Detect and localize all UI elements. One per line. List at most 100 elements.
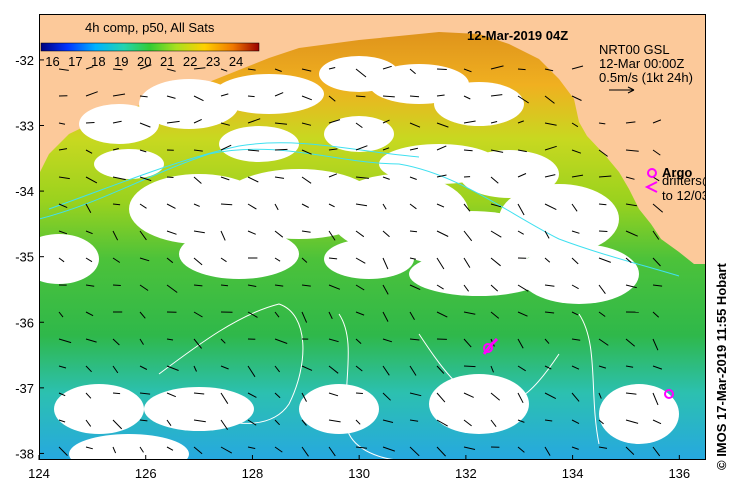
current-arrow xyxy=(139,419,148,422)
current-arrow xyxy=(463,257,471,268)
current-arrow xyxy=(274,176,285,179)
current-arrow xyxy=(436,174,447,178)
current-arrow xyxy=(139,230,147,241)
current-arrow xyxy=(193,311,203,318)
current-arrow xyxy=(517,203,525,216)
current-arrow xyxy=(139,64,152,70)
current-arrow xyxy=(409,122,421,128)
current-arrow xyxy=(193,95,204,102)
current-arrow xyxy=(544,145,557,151)
x-tick-label: 126 xyxy=(135,466,157,481)
current-arrow xyxy=(490,176,499,184)
current-arrow xyxy=(625,338,636,347)
colorbar-tick-24: 24 xyxy=(229,54,243,69)
current-arrow xyxy=(598,122,606,125)
drifter-legend-label-2: to 12/03-12Z xyxy=(662,188,706,203)
current-arrow xyxy=(85,149,93,154)
current-arrow xyxy=(166,176,174,178)
current-arrow xyxy=(571,446,579,450)
current-arrow xyxy=(625,365,634,368)
current-arrow xyxy=(274,148,288,151)
current-arrow xyxy=(382,147,390,151)
colorbar-tick-19: 19 xyxy=(114,54,128,69)
current-arrow xyxy=(58,176,70,180)
current-arrow xyxy=(355,203,368,207)
current-arrow xyxy=(58,203,68,209)
current-arrow xyxy=(463,284,470,292)
current-arrow xyxy=(544,230,550,239)
current-arrow xyxy=(274,284,284,287)
current-arrow xyxy=(409,176,417,180)
current-arrow xyxy=(409,446,420,457)
current-arrow xyxy=(355,122,363,129)
current-arrow xyxy=(463,95,471,100)
current-arrow xyxy=(517,120,524,124)
current-arrow xyxy=(274,230,284,238)
current-arrow xyxy=(382,230,390,238)
current-arrow xyxy=(139,122,151,128)
current-arrow xyxy=(274,419,280,426)
cloud-patch xyxy=(54,384,144,434)
current-arrow xyxy=(463,120,476,124)
argo-float xyxy=(483,343,674,399)
current-arrow xyxy=(166,284,178,293)
current-arrow xyxy=(544,203,557,211)
current-arrow xyxy=(490,94,503,97)
current-arrow xyxy=(598,419,604,425)
current-arrow xyxy=(517,446,525,453)
current-arrow xyxy=(409,230,418,233)
current-arrow xyxy=(652,338,659,351)
current-arrow xyxy=(301,257,308,263)
current-arrow xyxy=(112,365,119,374)
current-arrow xyxy=(544,68,554,72)
current-arrow xyxy=(463,230,473,242)
current-arrow xyxy=(436,284,444,290)
x-tick-label: 136 xyxy=(668,466,690,481)
current-arrow xyxy=(166,365,179,371)
current-arrow xyxy=(355,446,368,449)
current-arrow xyxy=(436,257,445,270)
current-arrow xyxy=(652,149,661,156)
current-arrow xyxy=(220,446,233,454)
current-arrow xyxy=(166,120,180,124)
current-arrow xyxy=(58,122,66,125)
current-arrow xyxy=(274,311,280,318)
current-arrow xyxy=(355,284,365,291)
current-arrow xyxy=(490,65,504,70)
current-arrow xyxy=(247,95,255,98)
current-arrow xyxy=(328,311,333,320)
current-arrow xyxy=(85,66,94,70)
current-arrow xyxy=(139,284,149,291)
current-arrow xyxy=(544,174,556,178)
current-arrow xyxy=(328,230,336,241)
x-tick-label: 130 xyxy=(348,466,370,481)
current-arrow xyxy=(328,338,339,343)
current-arrow xyxy=(490,121,498,124)
current-arrow xyxy=(58,257,65,263)
cloud-patch xyxy=(434,82,524,126)
current-arrow xyxy=(436,203,445,208)
current-arrow xyxy=(517,149,527,153)
current-arrow xyxy=(571,203,578,212)
current-arrow xyxy=(301,230,311,233)
current-arrow xyxy=(409,147,419,151)
current-arrow xyxy=(301,284,311,287)
current-arrow xyxy=(544,446,551,456)
current-arrow xyxy=(571,284,579,290)
current-arrow xyxy=(652,257,661,267)
current-arrow xyxy=(436,94,445,97)
drifter-legend-label-1: drifters@12h xyxy=(662,173,706,188)
current-arrow xyxy=(598,311,606,317)
current-arrow xyxy=(139,338,144,345)
current-arrow xyxy=(193,338,202,349)
current-arrow xyxy=(355,419,361,425)
current-arrow xyxy=(652,203,664,213)
current-arrow xyxy=(58,419,66,423)
current-arrow xyxy=(328,365,339,374)
current-arrow xyxy=(166,230,177,235)
scale-arrow xyxy=(609,86,635,94)
cloud-patch xyxy=(429,374,529,434)
current-arrow xyxy=(490,203,502,208)
current-arrow xyxy=(193,203,200,207)
current-arrow xyxy=(409,68,416,75)
